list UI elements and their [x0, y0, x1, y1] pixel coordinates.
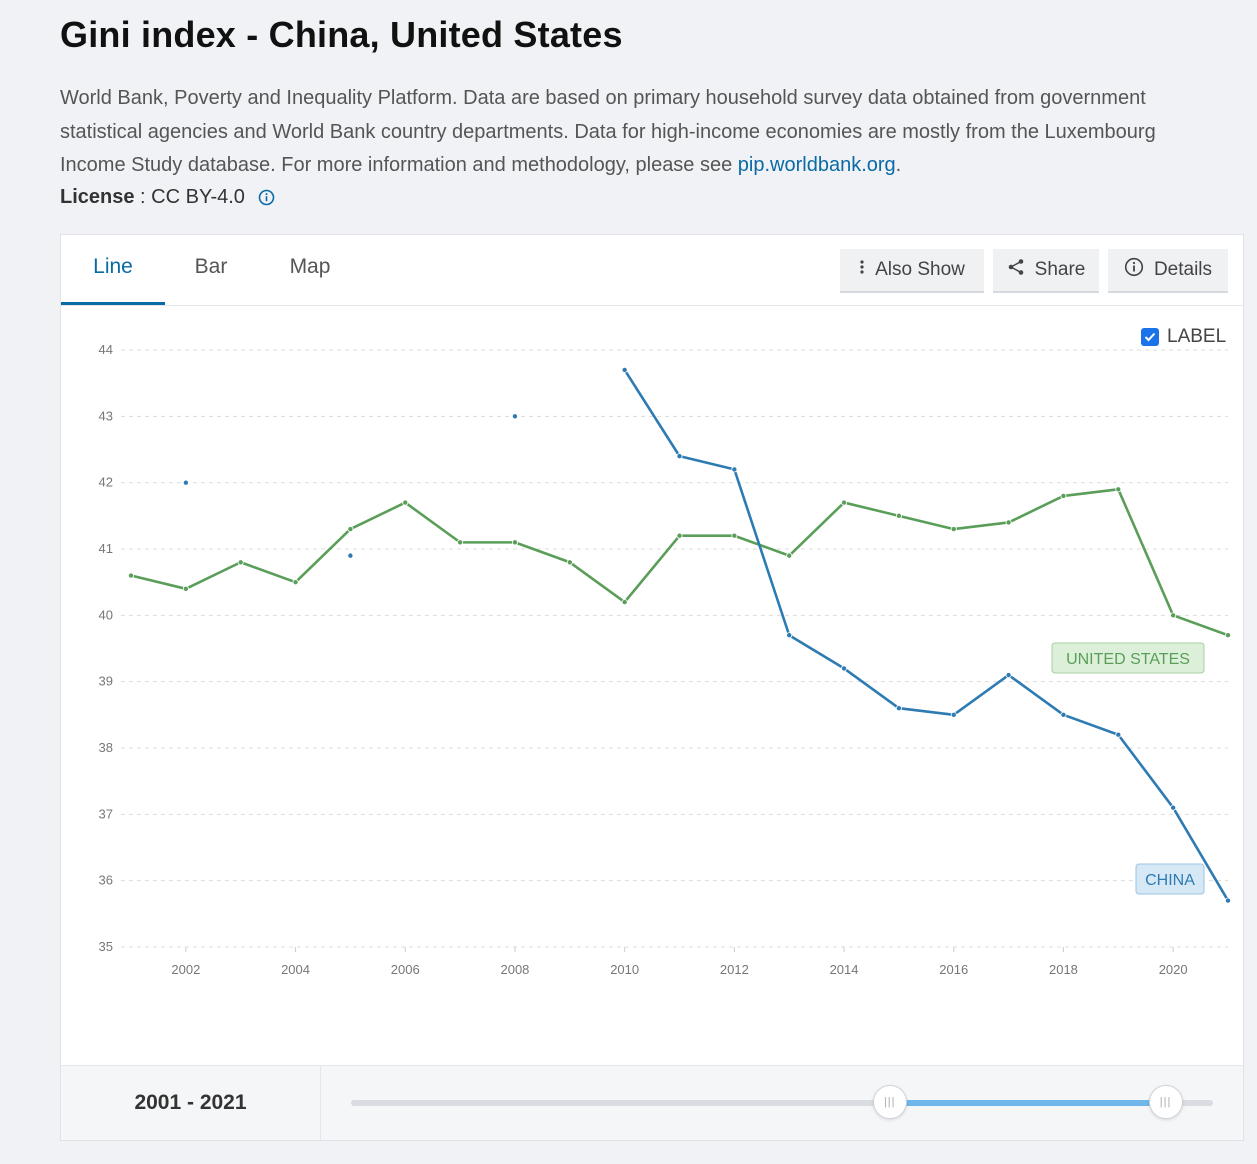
share-label: Share — [1034, 259, 1086, 280]
china-data-point — [1170, 804, 1177, 811]
china-data-point — [676, 453, 683, 460]
china-data-point — [950, 711, 957, 718]
slider-end-handle[interactable]: ||| — [1148, 1085, 1183, 1119]
united-states-data-point — [1225, 632, 1232, 639]
x-tick-label: 2016 — [939, 962, 968, 977]
united-states-data-point — [1060, 492, 1067, 499]
range-label: 2001 - 2021 — [61, 1066, 321, 1140]
china-series-label: CHINA — [1145, 872, 1195, 889]
license-info-icon[interactable] — [258, 189, 275, 212]
china-label-box — [1135, 863, 1205, 895]
tab-map[interactable]: Map — [289, 255, 331, 278]
united-states-data-point — [182, 585, 189, 592]
united-states-data-point — [841, 499, 848, 506]
united-states-data-point — [402, 499, 409, 506]
y-tick-label: 36 — [99, 873, 113, 888]
united-states-label-box — [1051, 642, 1205, 674]
china-data-point — [1005, 672, 1012, 679]
china-data-point — [1115, 731, 1122, 738]
united-states-data-point — [457, 539, 464, 546]
china-data-point — [347, 552, 354, 559]
info-icon — [1124, 257, 1144, 283]
y-tick-label: 44 — [99, 342, 113, 357]
united-states-data-point — [128, 572, 135, 579]
gini-line-chart: 35 36 37 38 39 40 41 42 43 44 2002 2004 2006 2008 2010… — [99, 342, 1232, 977]
license-value: CC BY-4.0 — [151, 186, 245, 208]
united-states-data-point — [1115, 486, 1122, 493]
y-tick-label: 39 — [99, 674, 113, 689]
united-states-data-point — [1170, 612, 1177, 619]
china-data-point — [621, 366, 628, 373]
details-label: Details — [1153, 259, 1213, 280]
license-separator: : — [134, 186, 152, 208]
description-end: . — [895, 154, 902, 176]
china-data-point — [841, 665, 848, 672]
x-tick-label: 2012 — [720, 962, 749, 977]
china-data-point — [511, 413, 518, 420]
y-tick-label: 41 — [99, 541, 113, 556]
y-tick-label: 40 — [99, 607, 113, 622]
details-button[interactable]: Details — [1108, 249, 1228, 293]
united-states-data-point — [511, 539, 518, 546]
license-label: License — [60, 186, 135, 208]
dataset-description: World Bank, Poverty and Inequality Platf… — [60, 82, 1210, 183]
china-data-point — [786, 632, 793, 639]
tab-line[interactable]: Line — [61, 235, 165, 305]
chart-type-tabs: Line Bar Map Also Show Share Details — [61, 235, 1243, 306]
share-icon — [1007, 258, 1025, 282]
united-states-data-point — [292, 579, 299, 586]
range-footer: 2001 - 2021 ||| ||| — [61, 1065, 1243, 1140]
united-states-series-line — [130, 488, 1229, 637]
x-tick-label: 2002 — [171, 962, 200, 977]
label-checkbox[interactable] — [1141, 328, 1159, 346]
china-data-point — [1060, 711, 1067, 718]
share-button[interactable]: Share — [993, 249, 1099, 293]
slider-start-handle[interactable]: ||| — [872, 1085, 907, 1119]
license-row: License : CC BY-4.0 — [60, 186, 275, 212]
y-tick-label: 38 — [99, 740, 113, 755]
united-states-data-point — [1005, 519, 1012, 526]
x-tick-label: 2004 — [281, 962, 310, 977]
label-checkbox-text: LABEL — [1167, 326, 1227, 347]
page-title: Gini index - China, United States — [60, 14, 623, 55]
united-states-data-point — [347, 526, 354, 533]
united-states-data-point — [676, 532, 683, 539]
china-series-line — [623, 369, 1230, 902]
united-states-data-point — [237, 559, 244, 566]
year-range-slider[interactable]: ||| ||| — [351, 1085, 1213, 1119]
united-states-data-point — [621, 599, 628, 606]
x-tick-label: 2006 — [391, 962, 420, 977]
x-tick-label: 2020 — [1159, 962, 1188, 977]
x-tick-label: 2018 — [1049, 962, 1078, 977]
united-states-data-point — [950, 526, 957, 533]
y-tick-label: 35 — [99, 939, 113, 954]
china-data-point — [1225, 897, 1232, 904]
x-tick-label: 2010 — [610, 962, 639, 977]
pip-link[interactable]: pip.worldbank.org — [737, 154, 896, 176]
x-tick-label: 2014 — [830, 962, 859, 977]
china-data-point — [731, 466, 738, 473]
united-states-series-label: UNITED STATES — [1066, 651, 1190, 668]
more-vertical-icon — [859, 259, 865, 281]
china-data-point — [895, 705, 902, 712]
united-states-data-point — [895, 512, 902, 519]
x-tick-label: 2008 — [500, 962, 529, 977]
slider-selected-range — [889, 1100, 1166, 1106]
tab-bar[interactable]: Bar — [194, 255, 228, 278]
united-states-data-point — [786, 552, 793, 559]
y-tick-label: 42 — [99, 475, 113, 490]
united-states-data-point — [566, 559, 573, 566]
chart-panel: Line Bar Map Also Show Share Details LAB… — [60, 234, 1244, 1141]
china-data-point — [182, 479, 189, 486]
united-states-data-point — [731, 532, 738, 539]
y-tick-label: 43 — [99, 408, 113, 423]
label-toggle[interactable]: LABEL — [1141, 325, 1226, 349]
description-text: World Bank, Poverty and Inequality Platf… — [60, 87, 1156, 176]
also-show-label: Also Show — [875, 259, 965, 280]
y-tick-label: 37 — [99, 806, 113, 821]
also-show-button[interactable]: Also Show — [840, 249, 984, 293]
